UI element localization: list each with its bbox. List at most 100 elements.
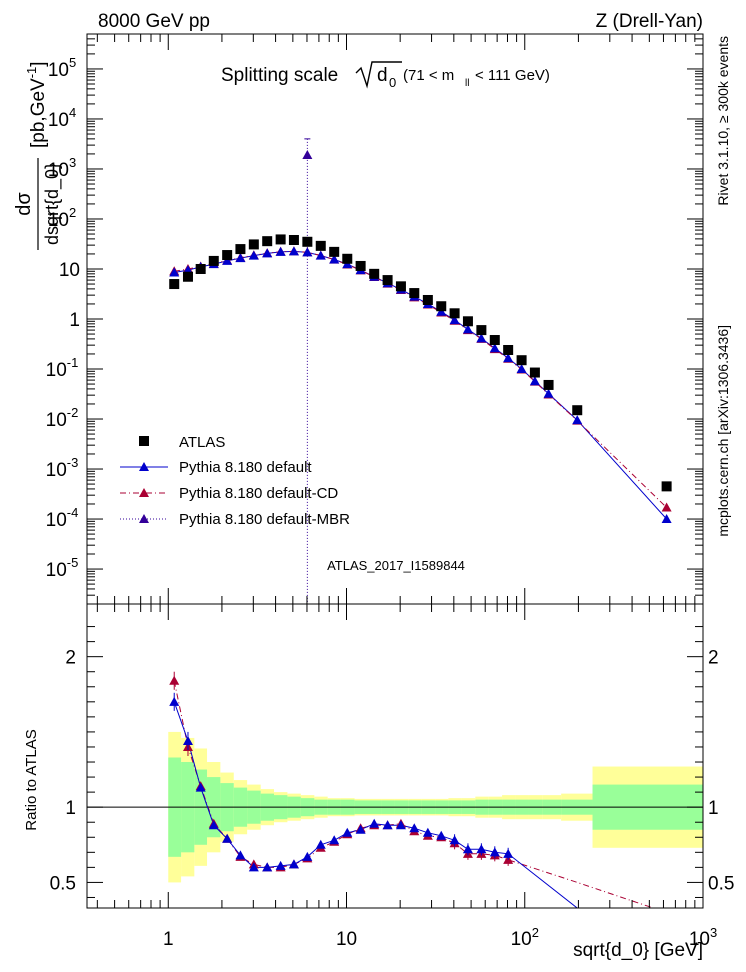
y-tick-mantissa: 10 xyxy=(46,360,67,381)
x-axis-label: sqrt{d_0} [GeV] xyxy=(573,940,703,961)
data-point xyxy=(395,281,406,292)
data-point xyxy=(195,263,206,274)
ratio-point xyxy=(409,823,420,833)
ratio-point xyxy=(222,833,233,843)
plot-title: Splitting scale d 0 (71 < m ll < 111 GeV… xyxy=(221,61,550,90)
mc-point xyxy=(572,415,583,425)
y-tick-mantissa: 10 xyxy=(48,210,69,231)
data-point xyxy=(182,271,193,282)
rivet-version-label: Rivet 3.1.10, ≥ 300k events xyxy=(715,36,731,206)
ratio-series-group xyxy=(169,671,655,908)
ratio-point xyxy=(169,675,180,685)
title-range-a: (71 < m xyxy=(403,67,454,84)
title-symbol-sub: 0 xyxy=(389,75,396,90)
y-label-unit: [pb,GeV-1] xyxy=(24,61,49,148)
mc-point xyxy=(302,247,313,257)
ratio-point xyxy=(476,844,487,854)
ratio-point xyxy=(489,847,500,857)
title-sqrt-sign xyxy=(355,61,402,89)
legend: ATLAS Pythia 8.180 default Pythia 8.180 … xyxy=(120,434,350,528)
data-point xyxy=(382,275,393,286)
ratio-y-tick-label-right: 0.5 xyxy=(708,873,734,894)
ratio-point xyxy=(503,848,514,858)
data-point xyxy=(489,335,500,346)
y-tick-label: 103 xyxy=(48,155,76,181)
legend-marker-mbr xyxy=(139,514,149,523)
data-point xyxy=(302,236,313,247)
data-point xyxy=(476,325,487,336)
x-tick-exponent: 2 xyxy=(532,925,539,940)
legend-label-mbr: Pythia 8.180 default-MBR xyxy=(179,511,350,528)
y-tick-mantissa: 10 xyxy=(46,510,67,531)
legend-label-cd: Pythia 8.180 default-CD xyxy=(179,485,338,502)
y-axis-label: dσ dsqrt{d_0} [pb,GeV-1] xyxy=(13,61,63,250)
data-point xyxy=(355,260,366,271)
mc-point xyxy=(529,376,540,386)
title-range-b: < 111 GeV) xyxy=(475,67,550,84)
y-tick-exponent: 3 xyxy=(69,155,76,170)
mc-point xyxy=(503,353,514,363)
legend-marker-default xyxy=(139,462,149,471)
mc-point xyxy=(661,502,672,512)
y-tick-label: 10-2 xyxy=(46,405,79,431)
y-tick-exponent: 2 xyxy=(69,205,76,220)
data-point xyxy=(369,268,380,279)
main-plot-area xyxy=(169,138,672,604)
data-point xyxy=(543,379,554,390)
ratio-series-line xyxy=(173,701,580,908)
mc-point xyxy=(476,333,487,343)
x-tick-mantissa: 10 xyxy=(336,929,357,950)
y-tick-label: 10-1 xyxy=(46,355,79,381)
data-point xyxy=(248,239,259,250)
y-tick-exponent: 4 xyxy=(69,105,76,120)
data-point xyxy=(262,236,273,247)
ratio-plot-area xyxy=(169,671,655,908)
ratio-point xyxy=(235,850,246,860)
title-main: Splitting scale xyxy=(221,65,338,86)
x-tick-label: 10 xyxy=(336,929,357,950)
ratio-y-label: Ratio to ATLAS xyxy=(23,729,40,830)
x-tick-exponent: 3 xyxy=(710,925,717,940)
y-tick-mantissa: 10 xyxy=(46,560,67,581)
x-tick-mantissa: 10 xyxy=(511,929,532,950)
y-tick-mantissa: 10 xyxy=(46,460,67,481)
ratio-point xyxy=(382,820,393,830)
ratio-point xyxy=(395,820,406,830)
data-point xyxy=(235,244,246,255)
legend-entry-default: Pythia 8.180 default xyxy=(120,459,312,476)
ratio-point xyxy=(369,818,380,828)
x-tick-mantissa: 10 xyxy=(689,929,710,950)
y-tick-mantissa: 10 xyxy=(59,260,80,281)
x-tick-label: 102 xyxy=(511,925,539,950)
mc-point xyxy=(449,315,460,325)
legend-entry-atlas: ATLAS xyxy=(139,434,225,451)
y-label-unit-exp: -1 xyxy=(24,67,39,79)
data-point xyxy=(661,481,672,492)
y-label-unit-text: [pb,GeV xyxy=(28,78,49,148)
ratio-point xyxy=(462,844,473,854)
data-point xyxy=(329,246,340,257)
legend-label-atlas: ATLAS xyxy=(179,434,225,451)
y-tick-exponent: -5 xyxy=(67,555,79,570)
ratio-point xyxy=(422,827,433,837)
y-tick-mantissa: 10 xyxy=(48,110,69,131)
ratio-point xyxy=(195,782,206,792)
mc-point xyxy=(516,364,527,374)
data-point xyxy=(208,255,219,266)
y-tick-label: 104 xyxy=(48,105,76,131)
mc-point xyxy=(235,253,246,263)
y-tick-mantissa: 10 xyxy=(46,410,67,431)
ratio-point xyxy=(436,830,447,840)
ratio-y-tick-label: 1 xyxy=(65,798,76,819)
mc-point xyxy=(462,324,473,334)
data-point xyxy=(275,234,286,245)
x-tick-label: 1 xyxy=(163,929,174,950)
ratio-point xyxy=(342,827,353,837)
y-tick-exponent: -3 xyxy=(67,455,79,470)
header-left: 8000 GeV pp xyxy=(98,11,210,32)
ratio-point xyxy=(315,839,326,849)
data-point xyxy=(288,234,299,245)
